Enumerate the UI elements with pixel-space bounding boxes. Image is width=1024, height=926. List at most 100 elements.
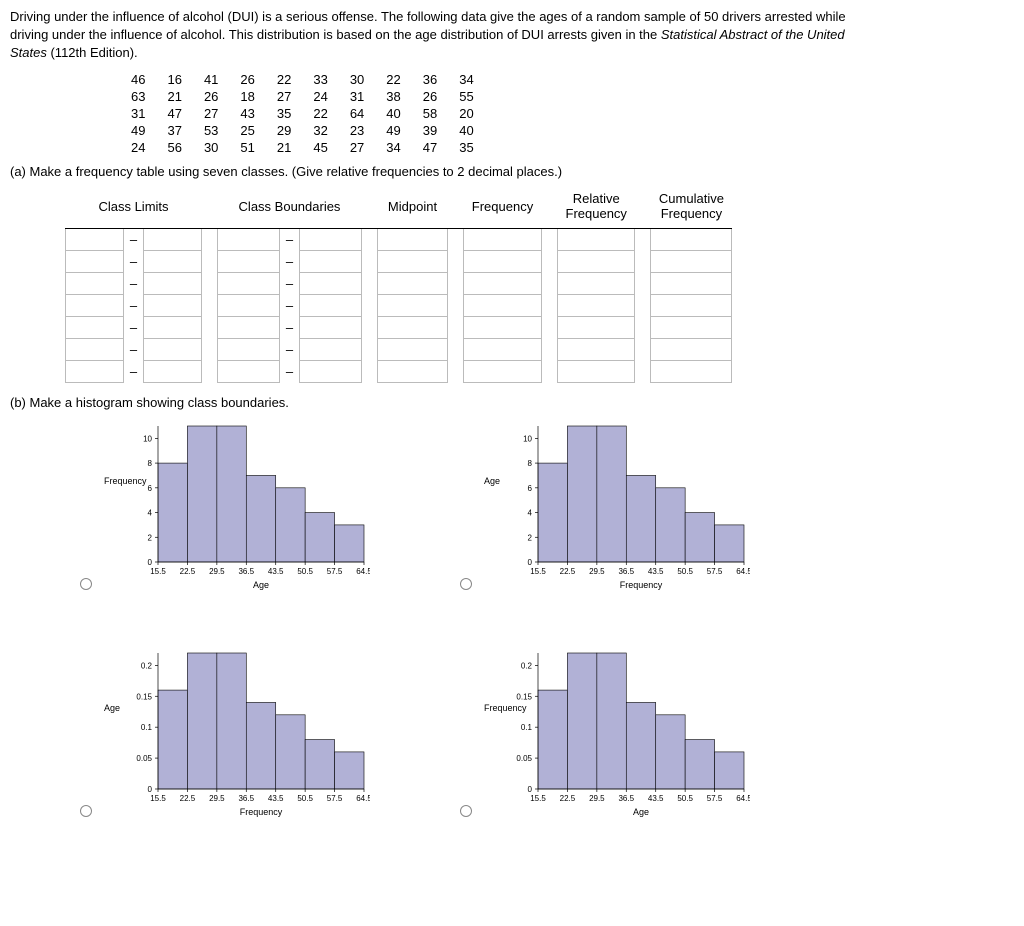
- input-cell[interactable]: [464, 338, 542, 360]
- svg-text:43.5: 43.5: [648, 567, 664, 576]
- input-cell[interactable]: [300, 294, 362, 316]
- input-cell[interactable]: [558, 250, 635, 272]
- input-cell[interactable]: [651, 228, 732, 250]
- svg-text:57.5: 57.5: [707, 567, 723, 576]
- input-cell[interactable]: [66, 294, 124, 316]
- input-cell[interactable]: [464, 294, 542, 316]
- input-cell[interactable]: [300, 250, 362, 272]
- input-cell[interactable]: [558, 294, 635, 316]
- input-cell[interactable]: [144, 338, 202, 360]
- svg-text:64.5: 64.5: [736, 567, 750, 576]
- input-cell[interactable]: [300, 316, 362, 338]
- input-cell[interactable]: [651, 250, 732, 272]
- input-cell[interactable]: [651, 338, 732, 360]
- input-cell[interactable]: [378, 338, 448, 360]
- input-cell[interactable]: [378, 272, 448, 294]
- dash: –: [280, 272, 300, 294]
- svg-text:4: 4: [148, 508, 153, 517]
- input-cell[interactable]: [218, 228, 280, 250]
- data-cell: 37: [156, 122, 192, 139]
- input-cell[interactable]: [464, 228, 542, 250]
- chart1-ylabel: Frequency: [104, 476, 147, 486]
- data-cell: 23: [339, 122, 375, 139]
- data-cell: 22: [302, 105, 338, 122]
- histogram-option-2[interactable]: Age 024681015.522.529.536.543.550.557.56…: [490, 420, 810, 592]
- input-cell[interactable]: [558, 228, 635, 250]
- data-cell: 40: [448, 122, 484, 139]
- input-cell[interactable]: [66, 316, 124, 338]
- radio-icon[interactable]: [460, 578, 472, 590]
- input-cell[interactable]: [558, 272, 635, 294]
- chart3-ylabel: Age: [104, 703, 120, 713]
- input-cell[interactable]: [464, 316, 542, 338]
- histogram-option-1[interactable]: Frequency 024681015.522.529.536.543.550.…: [110, 420, 430, 592]
- chart4-ylabel: Frequency: [484, 703, 527, 713]
- histogram-option-3[interactable]: Age 00.050.10.150.215.522.529.536.543.55…: [110, 647, 430, 819]
- dash: –: [280, 316, 300, 338]
- input-cell[interactable]: [144, 360, 202, 382]
- input-cell[interactable]: [300, 228, 362, 250]
- input-cell[interactable]: [378, 316, 448, 338]
- svg-text:22.5: 22.5: [180, 794, 196, 803]
- data-cell: 34: [375, 139, 411, 156]
- input-cell[interactable]: [558, 338, 635, 360]
- input-cell[interactable]: [144, 294, 202, 316]
- input-cell[interactable]: [464, 360, 542, 382]
- data-cell: 26: [412, 88, 448, 105]
- input-cell[interactable]: [218, 360, 280, 382]
- dash: –: [124, 360, 144, 382]
- input-cell[interactable]: [464, 250, 542, 272]
- histogram-option-4[interactable]: Frequency 00.050.10.150.215.522.529.536.…: [490, 647, 810, 819]
- svg-text:29.5: 29.5: [209, 567, 225, 576]
- input-cell[interactable]: [144, 316, 202, 338]
- intro-line1: Driving under the influence of alcohol (…: [10, 9, 846, 24]
- input-cell[interactable]: [558, 316, 635, 338]
- input-cell[interactable]: [218, 250, 280, 272]
- input-cell[interactable]: [218, 316, 280, 338]
- part-b-prompt: (b) Make a histogram showing class bound…: [10, 395, 1014, 410]
- input-cell[interactable]: [144, 250, 202, 272]
- input-cell[interactable]: [218, 338, 280, 360]
- input-cell[interactable]: [378, 360, 448, 382]
- input-cell[interactable]: [66, 250, 124, 272]
- input-cell[interactable]: [144, 272, 202, 294]
- input-cell[interactable]: [300, 360, 362, 382]
- input-cell[interactable]: [464, 272, 542, 294]
- input-cell[interactable]: [651, 272, 732, 294]
- dash: –: [124, 338, 144, 360]
- radio-icon[interactable]: [80, 578, 92, 590]
- input-cell[interactable]: [300, 272, 362, 294]
- frequency-table: Class Limits Class Boundaries Midpoint F…: [65, 185, 1014, 383]
- input-cell[interactable]: [66, 272, 124, 294]
- svg-text:0.2: 0.2: [141, 661, 153, 670]
- svg-text:50.5: 50.5: [297, 794, 313, 803]
- input-cell[interactable]: [378, 228, 448, 250]
- input-cell[interactable]: [378, 294, 448, 316]
- input-cell[interactable]: [651, 360, 732, 382]
- input-cell[interactable]: [218, 294, 280, 316]
- data-cell: 45: [302, 139, 338, 156]
- input-cell[interactable]: [651, 316, 732, 338]
- data-cell: 34: [448, 71, 484, 88]
- input-cell[interactable]: [218, 272, 280, 294]
- input-cell[interactable]: [66, 228, 124, 250]
- input-cell[interactable]: [378, 250, 448, 272]
- svg-text:Frequency: Frequency: [620, 580, 663, 590]
- radio-icon[interactable]: [460, 805, 472, 817]
- input-cell[interactable]: [300, 338, 362, 360]
- radio-icon[interactable]: [80, 805, 92, 817]
- input-cell[interactable]: [66, 338, 124, 360]
- input-cell[interactable]: [651, 294, 732, 316]
- data-cell: 33: [302, 71, 338, 88]
- data-cell: 47: [156, 105, 192, 122]
- dash: –: [124, 250, 144, 272]
- input-cell[interactable]: [558, 360, 635, 382]
- input-cell[interactable]: [144, 228, 202, 250]
- svg-text:29.5: 29.5: [209, 794, 225, 803]
- svg-text:22.5: 22.5: [560, 567, 576, 576]
- svg-text:36.5: 36.5: [238, 567, 254, 576]
- input-cell[interactable]: [66, 360, 124, 382]
- chart2-ylabel: Age: [484, 476, 500, 486]
- data-cell: 24: [120, 139, 156, 156]
- svg-text:0.05: 0.05: [136, 754, 152, 763]
